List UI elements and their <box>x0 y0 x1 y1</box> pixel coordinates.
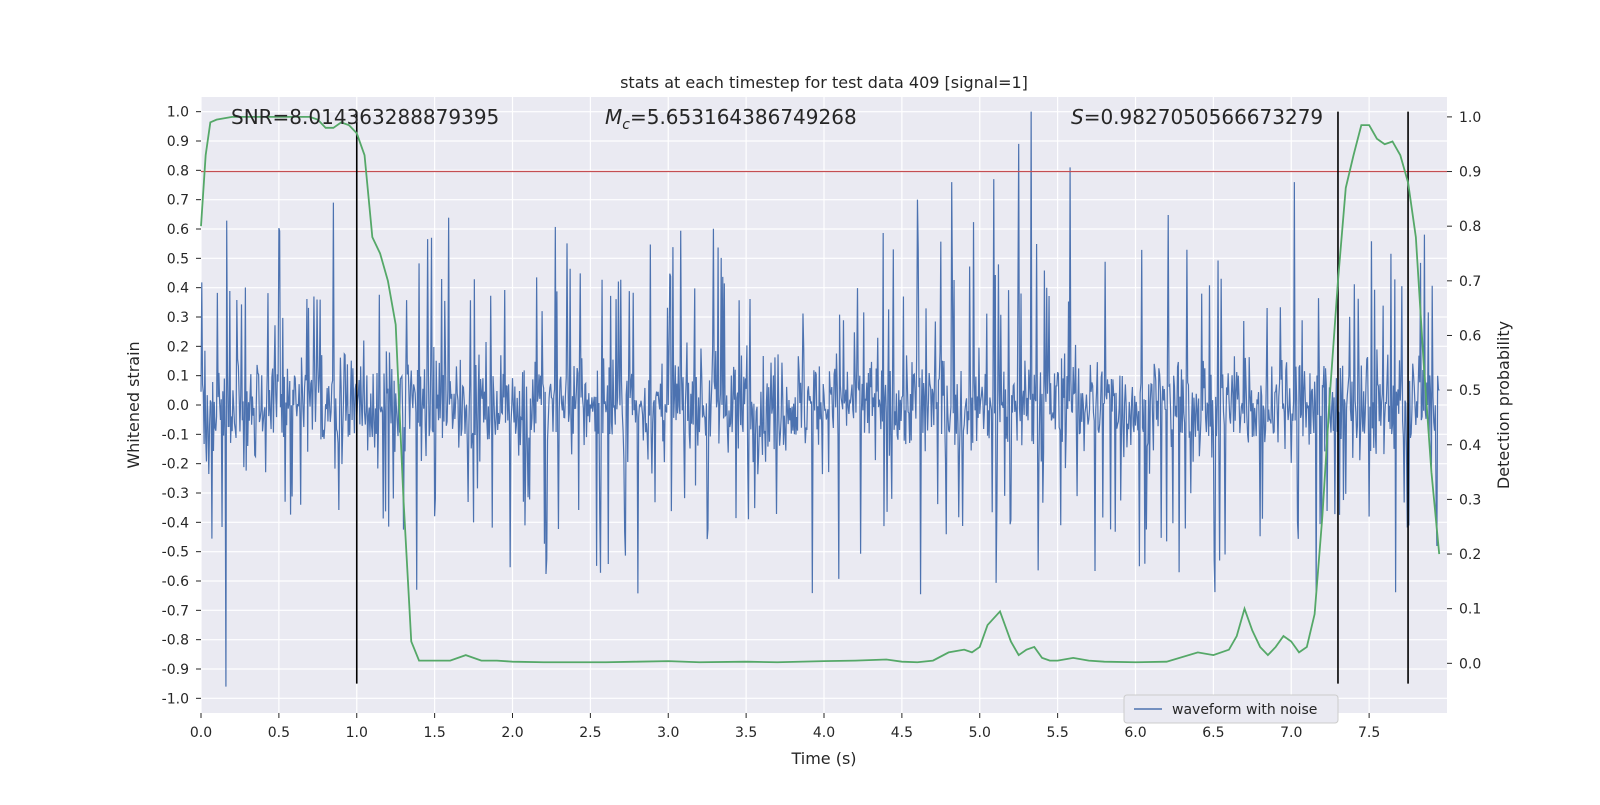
y-left-tick-label: 0.5 <box>167 251 189 267</box>
y-left-tick-label: -0.6 <box>162 574 189 590</box>
y-left-tick-label: 0.4 <box>167 281 189 297</box>
y-left-tick-label: 1.0 <box>167 105 189 121</box>
x-tick-label: 6.0 <box>1124 725 1146 741</box>
x-tick-label: 2.5 <box>579 725 601 741</box>
y-right-tick-label: 0.7 <box>1459 274 1481 290</box>
x-axis-label: Time (s) <box>790 749 856 768</box>
y-left-tick-label: -0.1 <box>162 427 189 443</box>
y-left-tick-label: 0.6 <box>167 222 189 238</box>
y-left-tick-label: 0.7 <box>167 193 189 209</box>
s-value: =0.9827050566673279 <box>1084 105 1323 129</box>
y-axis-label-left: Whitened strain <box>124 341 143 468</box>
legend-label-waveform: waveform with noise <box>1172 702 1317 718</box>
score-annotation: S=0.9827050566673279 <box>1071 105 1323 129</box>
x-tick-label: 4.5 <box>891 725 913 741</box>
y-left-tick-label: 0.9 <box>167 134 189 150</box>
x-tick-label: 1.5 <box>423 725 445 741</box>
overlay-layer <box>200 111 1447 684</box>
y-right-tick-label: 0.1 <box>1459 602 1481 618</box>
y-right-tick-label: 0.0 <box>1459 656 1481 672</box>
y-left-tick-label: 0.1 <box>167 369 189 385</box>
x-tick-label: 7.5 <box>1358 725 1380 741</box>
mc-subscript: c <box>622 117 630 133</box>
chart-title: stats at each timestep for test data 409… <box>620 73 1028 92</box>
mc-value: =5.653164386749268 <box>630 105 857 129</box>
s-symbol: S <box>1071 105 1084 129</box>
y-right-tick-label: 0.2 <box>1459 547 1481 563</box>
y-right-tick-label: 0.4 <box>1459 438 1481 454</box>
y-right-tick-label: 0.5 <box>1459 383 1481 399</box>
detection-probability-line <box>200 115 1441 664</box>
snr-annotation: SNR=8.014363288879395 <box>231 105 499 129</box>
y-right-tick-label: 0.3 <box>1459 492 1481 508</box>
legend-box <box>1123 694 1339 724</box>
x-tick-label: 5.5 <box>1046 725 1068 741</box>
y-left-tick-label: 0.8 <box>167 163 189 179</box>
x-tick-label: 3.0 <box>657 725 679 741</box>
y-left-tick-label: -0.5 <box>162 545 189 561</box>
y-right-tick-label: 0.8 <box>1459 219 1481 235</box>
x-tick-label: 0.5 <box>268 725 290 741</box>
mc-symbol: M <box>605 105 622 129</box>
x-tick-label: 3.5 <box>735 725 757 741</box>
waveform-layer <box>200 111 1440 687</box>
x-tick-label: 6.5 <box>1202 725 1224 741</box>
y-right-tick-label: 1.0 <box>1459 110 1481 126</box>
y-right-tick-label: 0.6 <box>1459 328 1481 344</box>
y-left-tick-label: 0.0 <box>167 398 189 414</box>
y-left-tick-label: -0.2 <box>162 457 189 473</box>
y-left-tick-label: -0.4 <box>162 515 189 531</box>
y-right-tick-label: 0.9 <box>1459 165 1481 181</box>
x-tick-label: 5.0 <box>969 725 991 741</box>
x-tick-label: 4.0 <box>813 725 835 741</box>
y-left-tick-label: -0.8 <box>162 633 189 649</box>
y-left-tick-label: 0.3 <box>167 310 189 326</box>
x-tick-label: 1.0 <box>346 725 368 741</box>
y-left-tick-label: -0.3 <box>162 486 189 502</box>
x-tick-label: 0.0 <box>190 725 212 741</box>
chirp-mass-annotation: Mc=5.653164386749268 <box>605 105 857 133</box>
axis-layer: 0.0 0.5 1.0 1.5 2.0 2.5 3.0 3.5 4.0 4.5 5.0 5.5 6.0 6… <box>162 105 1482 741</box>
waveform-series-line <box>200 111 1440 687</box>
x-tick-label: 2.0 <box>501 725 523 741</box>
y-left-tick-label: -0.7 <box>162 603 189 619</box>
y-left-tick-label: 0.2 <box>167 339 189 355</box>
legend: waveform with noise <box>1123 694 1339 724</box>
y-axis-label-right: Detection probability <box>1494 321 1513 489</box>
y-left-tick-label: -1.0 <box>162 691 189 707</box>
x-tick-label: 7.0 <box>1280 725 1302 741</box>
y-left-tick-label: -0.9 <box>162 662 189 678</box>
